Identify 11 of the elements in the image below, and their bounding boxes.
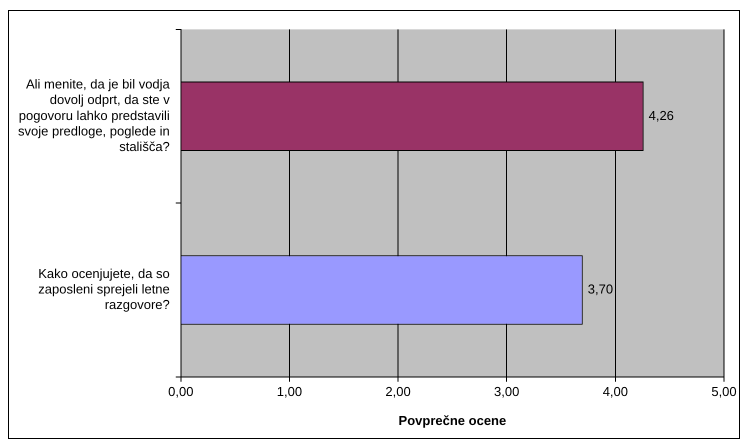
x-tick-label: 5,00 bbox=[711, 384, 737, 400]
x-tick-label: 0,00 bbox=[168, 384, 194, 400]
data-label: 4,26 bbox=[648, 108, 674, 123]
x-tick-label: 3,00 bbox=[494, 384, 520, 400]
data-label: 3,70 bbox=[588, 282, 614, 297]
y-tick-label: Kako ocenjujete, da so zaposleni sprejeli letne razgovore? bbox=[38, 266, 170, 312]
y-tick-label: Ali menite, da je bil vodja dovolj odprt, da ste v pogovoru lahko predstavili svoje predloge, poglede in stališča? bbox=[18, 76, 171, 154]
x-tick-label: 2,00 bbox=[385, 384, 411, 400]
x-tick-label: 4,00 bbox=[602, 384, 628, 400]
x-axis-title: Povprečne ocene bbox=[398, 412, 506, 428]
x-tick-label: 1,00 bbox=[276, 384, 302, 400]
